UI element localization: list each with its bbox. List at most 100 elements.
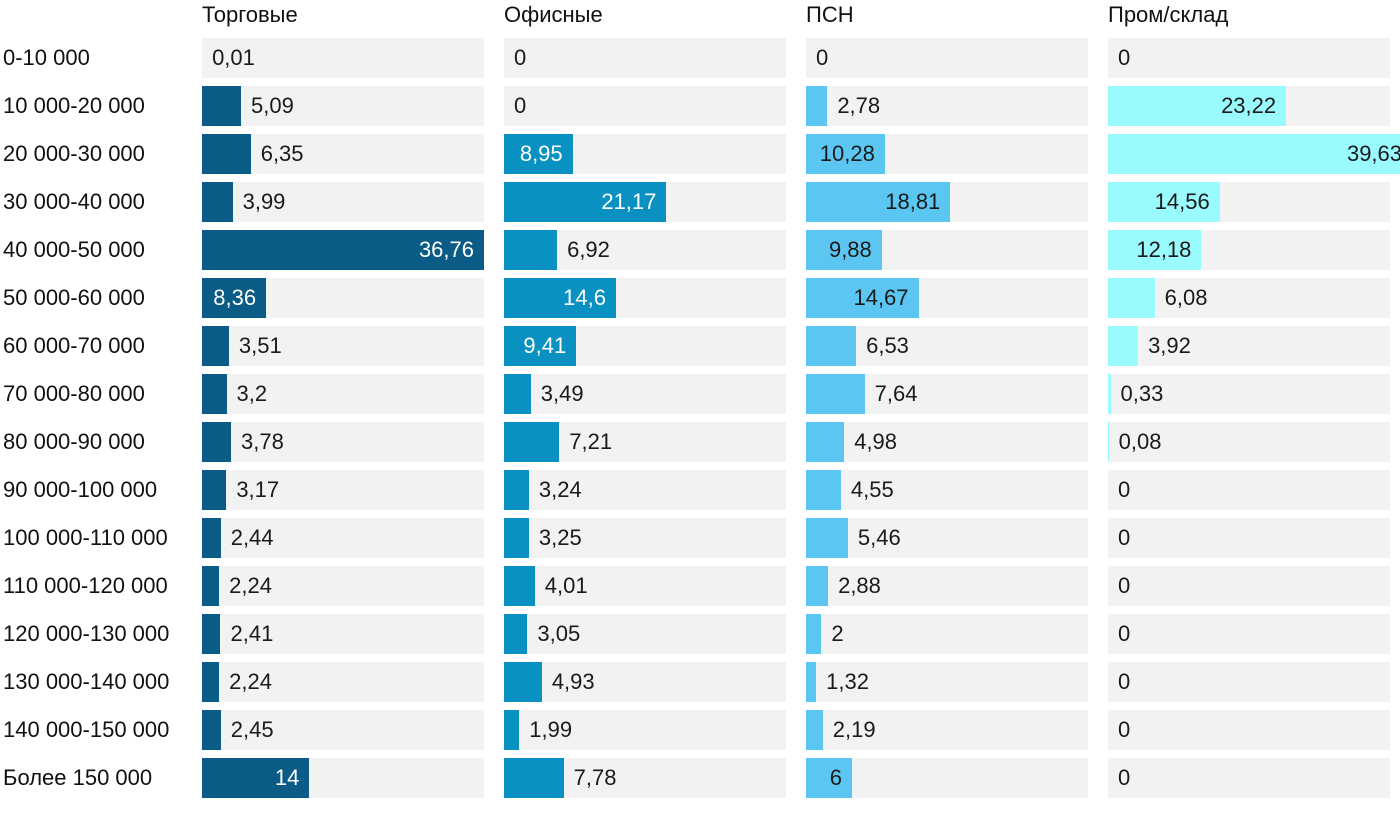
value-label: 6,08 xyxy=(1164,285,1208,310)
value-label: 5,46 xyxy=(857,525,901,550)
bar-track xyxy=(806,470,1088,510)
bar xyxy=(806,710,823,750)
bar-track xyxy=(1108,326,1390,366)
category-label: 110 000-120 000 xyxy=(3,573,168,598)
category-label: 70 000-80 000 xyxy=(3,381,145,406)
value-label: 4,98 xyxy=(854,429,898,454)
bar-track xyxy=(1108,38,1390,78)
bar xyxy=(806,662,817,702)
value-label: 0 xyxy=(1118,573,1131,598)
bar xyxy=(504,326,577,366)
bar-track xyxy=(806,758,1088,798)
value-label: 2,24 xyxy=(229,669,272,694)
bar xyxy=(202,230,484,270)
bar-track xyxy=(504,710,786,750)
bar-track xyxy=(1108,278,1390,318)
category-label: 0-10 000 xyxy=(3,45,90,70)
bar-track xyxy=(504,566,786,606)
value-label: 3,99 xyxy=(242,189,286,214)
bar xyxy=(504,182,667,222)
bar xyxy=(806,278,919,318)
bar xyxy=(1108,134,1400,174)
value-label: 10,28 xyxy=(819,141,875,166)
bar xyxy=(806,86,828,126)
value-label: 0 xyxy=(1118,621,1131,646)
bar-track xyxy=(1108,758,1390,798)
value-label: 7,21 xyxy=(569,429,613,454)
value-label: 9,88 xyxy=(828,237,872,262)
bar xyxy=(202,326,229,366)
bar-track xyxy=(806,614,1088,654)
bar-track xyxy=(806,662,1088,702)
bar xyxy=(806,134,885,174)
value-label: 0 xyxy=(816,45,829,70)
bar-track xyxy=(1108,614,1390,654)
bar xyxy=(202,86,242,126)
category-label: 130 000-140 000 xyxy=(3,669,170,694)
bar xyxy=(504,374,531,414)
bar-track xyxy=(202,374,484,414)
series-header: ПСН xyxy=(806,2,854,27)
category-label: 20 000-30 000 xyxy=(3,141,145,166)
bar xyxy=(202,422,231,462)
value-label: 4,01 xyxy=(544,573,588,598)
value-label: 8,95 xyxy=(519,141,563,166)
value-label: 9,41 xyxy=(523,333,567,358)
bar xyxy=(504,422,560,462)
value-label: 2 xyxy=(831,621,844,646)
bar xyxy=(806,326,857,366)
category-label: 80 000-90 000 xyxy=(3,429,145,454)
bar-track xyxy=(202,86,484,126)
value-label: 2,19 xyxy=(832,717,876,742)
bar-track xyxy=(806,38,1088,78)
value-label: 7,78 xyxy=(573,765,617,790)
value-label: 6,35 xyxy=(260,141,304,166)
value-label: 36,76 xyxy=(418,237,474,262)
bar-track xyxy=(504,662,786,702)
bar xyxy=(1108,182,1220,222)
value-label: 1,99 xyxy=(529,717,573,742)
value-label: 5,09 xyxy=(251,93,294,118)
bar-track xyxy=(202,614,484,654)
value-label: 7,64 xyxy=(874,381,918,406)
bar xyxy=(504,566,535,606)
bar xyxy=(504,614,528,654)
bar xyxy=(504,470,529,510)
value-label: 4,55 xyxy=(850,477,894,502)
value-label: 6,92 xyxy=(567,237,610,262)
value-label: 0 xyxy=(514,45,527,70)
value-label: 14,67 xyxy=(853,285,909,310)
value-label: 0 xyxy=(1118,669,1131,694)
bar xyxy=(202,278,267,318)
bar-track xyxy=(1108,518,1390,558)
value-label: 0 xyxy=(1118,765,1131,790)
value-label: 0 xyxy=(1118,45,1131,70)
value-label: 8,36 xyxy=(213,285,257,310)
value-label: 3,92 xyxy=(1148,333,1191,358)
bar-track xyxy=(202,470,484,510)
bar xyxy=(806,614,822,654)
bar xyxy=(806,182,951,222)
value-label: 0 xyxy=(1118,525,1131,550)
value-label: 12,18 xyxy=(1136,237,1192,262)
category-label: 140 000-150 000 xyxy=(3,717,170,742)
bar xyxy=(806,518,848,558)
bar-track xyxy=(504,614,786,654)
bar xyxy=(202,470,227,510)
value-label: 6 xyxy=(829,765,843,790)
value-label: 0,33 xyxy=(1120,381,1164,406)
bar-track xyxy=(806,566,1088,606)
bar-track xyxy=(1108,422,1390,462)
value-label: 2,88 xyxy=(838,573,881,598)
bar xyxy=(202,518,221,558)
bar-track xyxy=(504,38,786,78)
value-label: 3,05 xyxy=(537,621,581,646)
category-label: 90 000-100 000 xyxy=(3,477,158,502)
value-label: 3,25 xyxy=(538,525,582,550)
bar xyxy=(806,566,829,606)
value-label: 14,6 xyxy=(563,285,606,310)
bar xyxy=(1108,374,1111,414)
bar-track xyxy=(202,422,484,462)
category-label: 40 000-50 000 xyxy=(3,237,145,262)
